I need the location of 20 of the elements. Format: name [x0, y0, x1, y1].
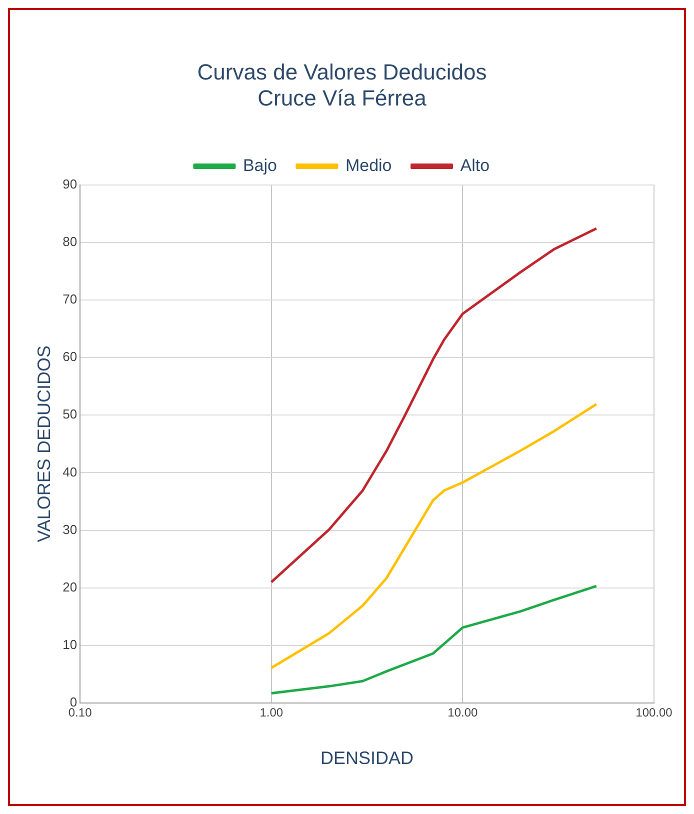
- legend-label: Alto: [460, 156, 490, 175]
- legend-label: Bajo: [242, 156, 277, 175]
- x-tick-label: 0.10: [68, 706, 92, 720]
- y-tick-label: 50: [62, 406, 78, 422]
- y-tick-label: 40: [62, 464, 78, 480]
- chart-title: Curvas de Valores Deducidos: [197, 59, 487, 84]
- x-tick-label: 10.00: [448, 706, 478, 720]
- y-tick-label: 70: [62, 292, 78, 307]
- y-tick-label: 80: [62, 234, 78, 249]
- x-tick-label: 100.00: [636, 706, 673, 720]
- chart-subtitle: Cruce Vía Férrea: [258, 86, 428, 111]
- x-tick-label: 1.00: [260, 706, 284, 720]
- y-tick-label: 90: [62, 176, 78, 192]
- y-tick-label: 30: [62, 522, 78, 537]
- legend-label: Medio: [345, 156, 392, 175]
- y-tick-label: 20: [62, 579, 78, 594]
- x-axis-title: DENSIDAD: [320, 748, 414, 768]
- y-tick-label: 10: [62, 637, 78, 652]
- y-tick-label: 60: [62, 349, 78, 364]
- y-axis-title: VALORES DEDUCIDOS: [34, 346, 54, 542]
